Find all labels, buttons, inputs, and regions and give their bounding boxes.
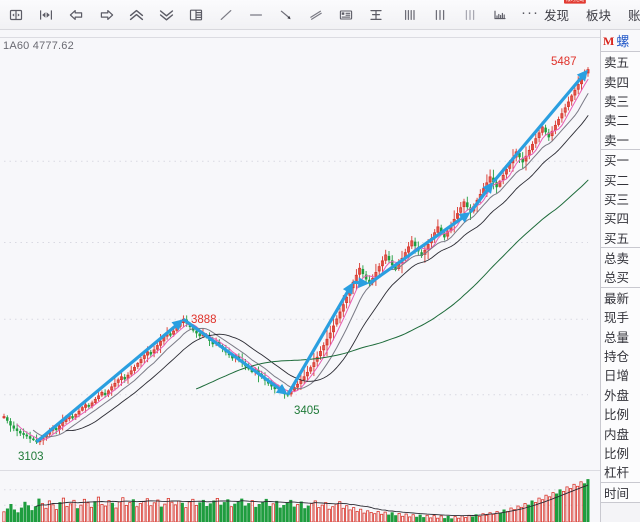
chevron-down-double-icon[interactable] (152, 2, 180, 28)
quote-row[interactable]: 买一 (604, 154, 630, 169)
bars-three-icon[interactable] (426, 2, 454, 28)
quote-row[interactable]: 总买 (604, 271, 630, 286)
quote-sidebar[interactable]: M 螺 卖五卖四卖三卖二卖一买一买二买三买四买五总卖总买最新现手总量持仓日增外盘… (600, 30, 640, 522)
chart-area[interactable]: 1A60 4777.62 3888 5487 3405 3103 (0, 30, 600, 522)
quote-row[interactable]: 卖四 (604, 75, 630, 90)
menu-item-sectors[interactable]: 板块 (586, 5, 611, 24)
ma-legend: 1A60 4777.62 (3, 40, 74, 52)
candlestick-plot (2, 67, 590, 446)
toolbar: ··· 发现 限时活动 板块 账户 (0, 0, 640, 30)
quote-row[interactable]: 比例 (604, 408, 630, 423)
gann-icon[interactable] (362, 2, 390, 28)
menu-item-discover-label: 发现 (544, 9, 570, 23)
quote-row[interactable]: 日增 (604, 369, 630, 384)
arrow-right-icon[interactable] (92, 2, 120, 28)
quote-row[interactable]: 外盘 (604, 388, 630, 403)
sidebar-rows: 卖五 卖四 卖三 卖二 卖一 买一 买二 买三 买四 买五 总卖 总买 最新 现手 总量 持仓 日增 外盘 比例 内盘… (601, 51, 640, 503)
instrument-name: 螺 (616, 33, 630, 49)
bars-four-icon[interactable] (396, 2, 424, 28)
histogram-icon[interactable] (486, 2, 514, 28)
quote-row[interactable]: 卖二 (604, 114, 630, 129)
quote-row[interactable]: 买四 (604, 212, 630, 227)
time-group: 时间 (601, 481, 640, 503)
quote-row[interactable]: 持仓 (604, 350, 630, 365)
totals-group: 总卖 总买 (601, 246, 640, 288)
quote-row[interactable]: 买三 (604, 192, 630, 207)
price-label-5487: 5487 (551, 56, 577, 68)
pane-divider (0, 470, 600, 471)
discover-badge: 限时活动 (564, 0, 587, 4)
quote-group: 最新 现手 总量 持仓 日增 外盘 比例 内盘 比例 杠杆 (601, 286, 640, 483)
quote-row[interactable]: 现手 (604, 311, 630, 326)
crosshair-expand-icon[interactable] (2, 2, 30, 28)
quote-row[interactable]: 买二 (604, 173, 630, 188)
sidebar-header: M 螺 (601, 30, 640, 52)
quote-row[interactable]: 卖五 (604, 56, 630, 71)
quote-row[interactable]: 杠杆 (604, 466, 630, 481)
quote-row[interactable]: 比例 (604, 447, 630, 461)
ask-group: 卖五卖四卖三卖二卖一 (601, 51, 640, 150)
chart-header-rule (0, 37, 600, 38)
more-glyph: ··· (521, 3, 539, 21)
menu-item-sectors-label: 板块 (586, 9, 612, 23)
menu-item-account-label: 账户 (628, 9, 640, 23)
quote-row[interactable]: 买五 (604, 231, 630, 246)
chevron-up-double-icon[interactable] (122, 2, 150, 28)
bid-group: 买一买二买三买四买五 (601, 148, 640, 248)
quote-row[interactable]: 时间 (604, 486, 630, 501)
price-label-3103: 3103 (18, 451, 44, 463)
arrow-line-icon[interactable] (272, 2, 300, 28)
quote-row[interactable]: 卖一 (604, 133, 630, 148)
fit-width-icon[interactable] (32, 2, 60, 28)
grid-layout-icon[interactable] (182, 2, 210, 28)
menu-item-discover[interactable]: 发现 限时活动 (544, 0, 587, 24)
quote-row[interactable]: 总卖 (604, 252, 630, 267)
menu-item-account[interactable]: 账户 (628, 5, 640, 24)
price-label-3405: 3405 (294, 405, 320, 417)
arrow-left-icon[interactable] (62, 2, 90, 28)
price-label-3888: 3888 (191, 314, 217, 326)
trendline-icon[interactable] (212, 2, 240, 28)
text-note-icon[interactable] (332, 2, 360, 28)
quote-row[interactable]: 总量 (604, 330, 630, 345)
volume-pane[interactable] (0, 473, 600, 522)
quote-row[interactable]: 卖三 (604, 94, 630, 109)
broker-logo-icon: M (603, 34, 615, 48)
quote-row[interactable]: 最新 (604, 291, 630, 306)
quote-row[interactable]: 内盘 (604, 427, 630, 442)
horizontal-line-icon[interactable] (242, 2, 270, 28)
volume-plot (2, 479, 590, 522)
price-pane[interactable] (0, 30, 600, 470)
parallel-lines-icon[interactable] (302, 2, 330, 28)
bars-three-light-icon[interactable] (456, 2, 484, 28)
more-icon[interactable]: ··· (516, 2, 544, 28)
